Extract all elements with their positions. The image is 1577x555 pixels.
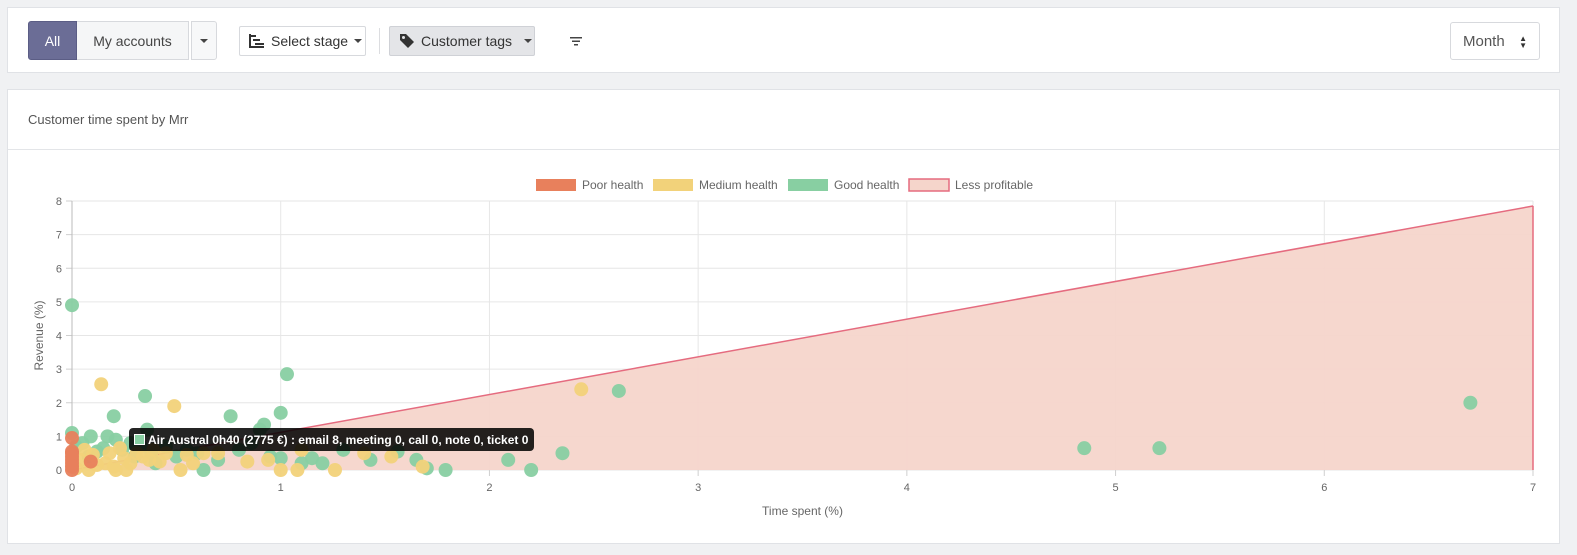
point-good-health xyxy=(1152,441,1167,456)
point-medium-health xyxy=(186,456,201,471)
point-medium-health xyxy=(173,463,188,477)
customer-tags-label: Customer tags xyxy=(421,33,513,49)
x-tick-label: 5 xyxy=(1113,482,1119,494)
point-medium-health xyxy=(261,452,276,467)
point-good-health xyxy=(1077,441,1092,456)
period-select[interactable]: Month ▲ ▼ xyxy=(1450,22,1540,60)
x-tick-label: 7 xyxy=(1530,482,1536,494)
point-good-health xyxy=(65,298,79,313)
panel-title: Customer time spent by Mrr xyxy=(8,90,1559,150)
legend-swatch-good xyxy=(788,179,828,191)
x-tick-label: 0 xyxy=(69,482,75,494)
point-good-health xyxy=(196,463,211,477)
point-good-health xyxy=(106,409,121,424)
legend-swatch-area xyxy=(908,178,950,192)
y-tick-label: 2 xyxy=(56,398,62,410)
tag-icon xyxy=(400,34,414,48)
all-button[interactable]: All xyxy=(28,21,77,60)
legend-swatch-poor xyxy=(536,179,576,191)
legend-label-medium: Medium health xyxy=(699,178,778,192)
x-axis-title: Time spent (%) xyxy=(762,504,843,518)
point-good-health xyxy=(555,446,570,461)
select-stage-label: Select stage xyxy=(271,33,349,49)
select-stage-button[interactable]: Select stage xyxy=(239,26,366,56)
point-medium-health xyxy=(94,377,109,392)
stage-list-icon xyxy=(249,34,264,48)
chevron-down-icon xyxy=(354,39,363,43)
account-filter-group: All My accounts xyxy=(28,21,217,60)
chevron-down-icon xyxy=(200,38,208,43)
point-good-health xyxy=(279,367,294,382)
less-profitable-line xyxy=(71,205,1534,471)
x-tick-label: 4 xyxy=(904,482,910,494)
point-medium-health xyxy=(108,463,123,477)
chart-tooltip: Air Austral 0h40 (2775 €) : email 8, mee… xyxy=(129,428,535,451)
point-medium-health xyxy=(574,382,589,397)
y-axis-title: Revenue (%) xyxy=(32,300,46,370)
x-tick-label: 2 xyxy=(486,482,492,494)
point-medium-health xyxy=(384,449,399,464)
toolbar: All My accounts Select stage Customer ta… xyxy=(7,7,1560,73)
y-tick-label: 5 xyxy=(56,297,62,309)
point-good-health xyxy=(305,451,320,466)
point-medium-health xyxy=(327,463,342,477)
sort-arrows-icon: ▲ ▼ xyxy=(1519,34,1527,50)
period-value: Month xyxy=(1463,32,1505,50)
legend-label-good: Good health xyxy=(834,178,899,192)
point-medium-health xyxy=(273,463,288,477)
y-tick-label: 6 xyxy=(56,263,62,275)
tooltip-text: Air Austral 0h40 (2775 €) : email 8, mee… xyxy=(148,432,529,447)
point-good-health xyxy=(524,463,539,477)
y-tick-label: 0 xyxy=(56,465,62,477)
customer-tags-button[interactable]: Customer tags xyxy=(389,26,535,56)
legend-label-poor: Poor health xyxy=(582,178,643,192)
point-good-health xyxy=(611,383,626,398)
point-good-health xyxy=(1463,395,1478,410)
y-tick-label: 1 xyxy=(56,431,62,443)
toolbar-divider xyxy=(379,28,380,54)
point-medium-health xyxy=(123,456,138,471)
point-good-health xyxy=(501,452,516,467)
point-medium-health xyxy=(102,446,117,461)
point-good-health xyxy=(273,405,288,420)
y-tick-label: 7 xyxy=(56,230,62,242)
point-good-health xyxy=(138,389,153,404)
point-good-health xyxy=(273,451,288,466)
point-good-health xyxy=(83,429,98,444)
account-dropdown-button[interactable] xyxy=(191,21,217,60)
point-poor-health xyxy=(83,454,98,469)
x-tick-label: 6 xyxy=(1321,482,1327,494)
point-medium-health xyxy=(415,459,430,474)
point-good-health xyxy=(315,456,330,471)
point-medium-health xyxy=(167,399,182,414)
y-tick-label: 8 xyxy=(56,196,62,208)
chevron-down-icon xyxy=(524,39,533,43)
point-good-health xyxy=(223,409,238,424)
y-tick-label: 4 xyxy=(56,331,62,343)
point-medium-health xyxy=(290,463,305,477)
y-tick-label: 3 xyxy=(56,364,62,376)
x-tick-label: 3 xyxy=(695,482,701,494)
tooltip-swatch xyxy=(134,434,145,445)
legend-label-area: Less profitable xyxy=(955,178,1033,192)
point-poor-health xyxy=(65,431,79,446)
my-accounts-button[interactable]: My accounts xyxy=(77,21,189,60)
filter-icon[interactable] xyxy=(568,33,584,49)
legend-swatch-medium xyxy=(653,179,693,191)
point-poor-health xyxy=(65,444,79,459)
point-good-health xyxy=(438,463,453,477)
point-medium-health xyxy=(240,454,255,469)
x-tick-label: 1 xyxy=(278,482,284,494)
